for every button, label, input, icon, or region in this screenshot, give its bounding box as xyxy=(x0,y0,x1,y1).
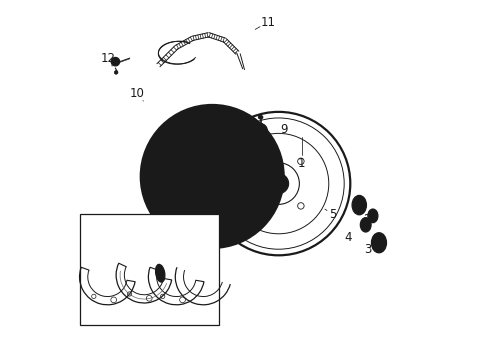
Ellipse shape xyxy=(243,186,251,197)
Ellipse shape xyxy=(351,195,366,215)
Circle shape xyxy=(114,71,118,74)
Text: 8: 8 xyxy=(188,199,196,212)
Ellipse shape xyxy=(205,110,214,257)
Circle shape xyxy=(186,150,238,202)
Circle shape xyxy=(368,215,371,217)
Text: 7: 7 xyxy=(229,190,237,203)
Text: 9: 9 xyxy=(280,123,287,136)
Circle shape xyxy=(111,57,120,66)
Circle shape xyxy=(268,174,288,194)
Text: 4: 4 xyxy=(344,231,351,244)
Text: 6: 6 xyxy=(244,195,251,208)
Ellipse shape xyxy=(360,218,370,232)
Ellipse shape xyxy=(240,182,254,201)
Circle shape xyxy=(140,105,284,248)
Ellipse shape xyxy=(208,116,212,252)
Circle shape xyxy=(201,166,223,187)
Bar xyxy=(80,214,219,325)
Ellipse shape xyxy=(367,209,377,223)
Circle shape xyxy=(373,215,376,217)
Text: 10: 10 xyxy=(129,87,144,100)
Circle shape xyxy=(372,217,374,220)
Circle shape xyxy=(370,212,372,214)
Ellipse shape xyxy=(355,200,362,210)
Text: 11: 11 xyxy=(260,16,275,29)
Circle shape xyxy=(195,159,229,194)
Text: 2: 2 xyxy=(362,213,369,226)
Text: 5: 5 xyxy=(328,208,335,221)
Ellipse shape xyxy=(256,127,264,136)
Text: 1: 1 xyxy=(298,157,305,170)
Ellipse shape xyxy=(363,221,367,228)
Ellipse shape xyxy=(371,233,386,253)
Ellipse shape xyxy=(155,264,164,282)
Text: 3: 3 xyxy=(364,243,371,256)
Text: 12: 12 xyxy=(101,51,116,64)
Circle shape xyxy=(370,217,372,220)
Circle shape xyxy=(372,212,374,214)
Ellipse shape xyxy=(253,124,267,139)
Ellipse shape xyxy=(258,116,262,119)
